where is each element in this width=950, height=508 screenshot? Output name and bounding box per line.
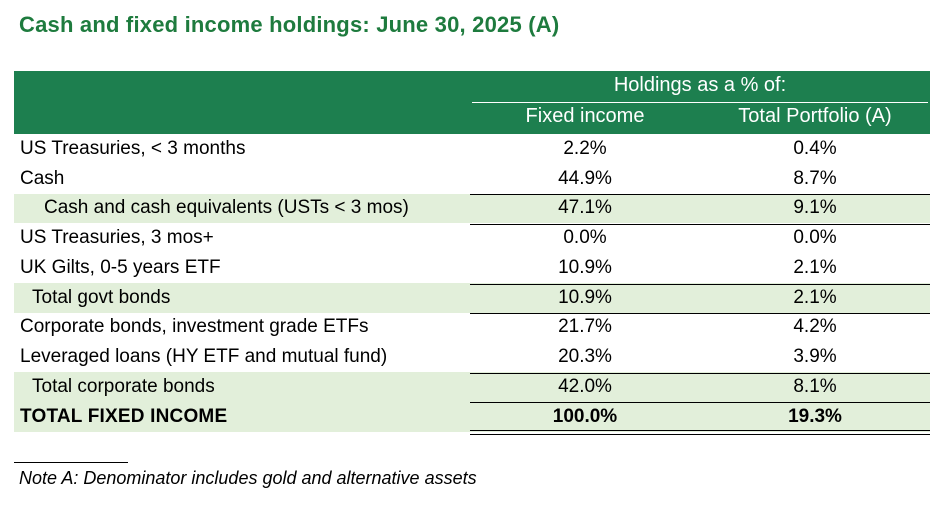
page-title: Cash and fixed income holdings: June 30,… (19, 12, 560, 37)
row-total-portfolio: 4.2% (793, 316, 837, 338)
row-label: Leveraged loans (HY ETF and mutual fund) (20, 346, 388, 368)
footnote: Note A: Denominator includes gold and al… (19, 468, 477, 488)
row-label: Cash and cash equivalents (USTs < 3 mos) (44, 197, 409, 219)
table-row: Corporate bonds, investment grade ETFs 2… (14, 313, 930, 343)
header-divider (472, 102, 928, 103)
row-label: Total govt bonds (32, 286, 171, 308)
row-total-portfolio: 19.3% (788, 405, 842, 427)
row-fixed-income: 2.2% (563, 137, 607, 159)
row-total-portfolio: 8.1% (793, 375, 837, 397)
header-group-label: Holdings as a % of: (613, 74, 787, 96)
total-rule-top (470, 402, 930, 403)
subtotal-rule-top (470, 194, 930, 195)
table-header: Holdings as a % of: Fixed income Total P… (14, 71, 930, 134)
subtotal-rule-bottom (470, 224, 930, 225)
table-row: US Treasuries, < 3 months 2.2% 0.4% (14, 134, 930, 164)
row-label: US Treasuries, < 3 months (20, 137, 246, 159)
row-total-portfolio: 3.9% (793, 346, 837, 368)
row-fixed-income: 10.9% (558, 286, 612, 308)
total-row: TOTAL FIXED INCOME 100.0% 19.3% (14, 401, 930, 432)
row-fixed-income: 0.0% (563, 227, 607, 249)
row-label: US Treasuries, 3 mos+ (20, 227, 214, 249)
note-divider (14, 462, 128, 463)
row-total-portfolio: 8.7% (793, 167, 837, 189)
subtotal-row: Total corporate bonds 42.0% 8.1% (14, 372, 930, 402)
subtotal-rule-top (470, 284, 930, 285)
row-label: Total corporate bonds (32, 375, 215, 397)
header-total-portfolio: Total Portfolio (A) (738, 105, 892, 127)
row-fixed-income: 44.9% (558, 167, 612, 189)
table-row: Cash 44.9% 8.7% (14, 164, 930, 194)
row-fixed-income: 21.7% (558, 316, 612, 338)
table-row: US Treasuries, 3 mos+ 0.0% 0.0% (14, 223, 930, 253)
table-row: Leveraged loans (HY ETF and mutual fund)… (14, 342, 930, 372)
row-label: Cash (20, 167, 65, 189)
subtotal-rule-bottom (470, 313, 930, 314)
table-row: UK Gilts, 0-5 years ETF 10.9% 2.1% (14, 253, 930, 283)
row-fixed-income: 20.3% (558, 346, 612, 368)
subtotal-row: Total govt bonds 10.9% 2.1% (14, 282, 930, 313)
row-total-portfolio: 9.1% (793, 197, 837, 219)
row-label: TOTAL FIXED INCOME (20, 405, 228, 427)
row-label: UK Gilts, 0-5 years ETF (20, 256, 221, 278)
row-total-portfolio: 0.0% (793, 227, 837, 249)
header-fixed-income: Fixed income (525, 105, 645, 127)
row-fixed-income: 47.1% (558, 197, 612, 219)
row-label: Corporate bonds, investment grade ETFs (20, 316, 369, 338)
row-total-portfolio: 2.1% (793, 286, 837, 308)
total-double-rule (470, 430, 930, 435)
row-fixed-income: 42.0% (558, 375, 612, 397)
row-total-portfolio: 0.4% (793, 137, 837, 159)
subtotal-rule-top (470, 373, 930, 374)
row-fixed-income: 100.0% (552, 405, 618, 427)
row-fixed-income: 10.9% (558, 256, 612, 278)
row-total-portfolio: 2.1% (793, 256, 837, 278)
holdings-table: Holdings as a % of: Fixed income Total P… (14, 71, 930, 435)
subtotal-row: Cash and cash equivalents (USTs < 3 mos)… (14, 193, 930, 224)
